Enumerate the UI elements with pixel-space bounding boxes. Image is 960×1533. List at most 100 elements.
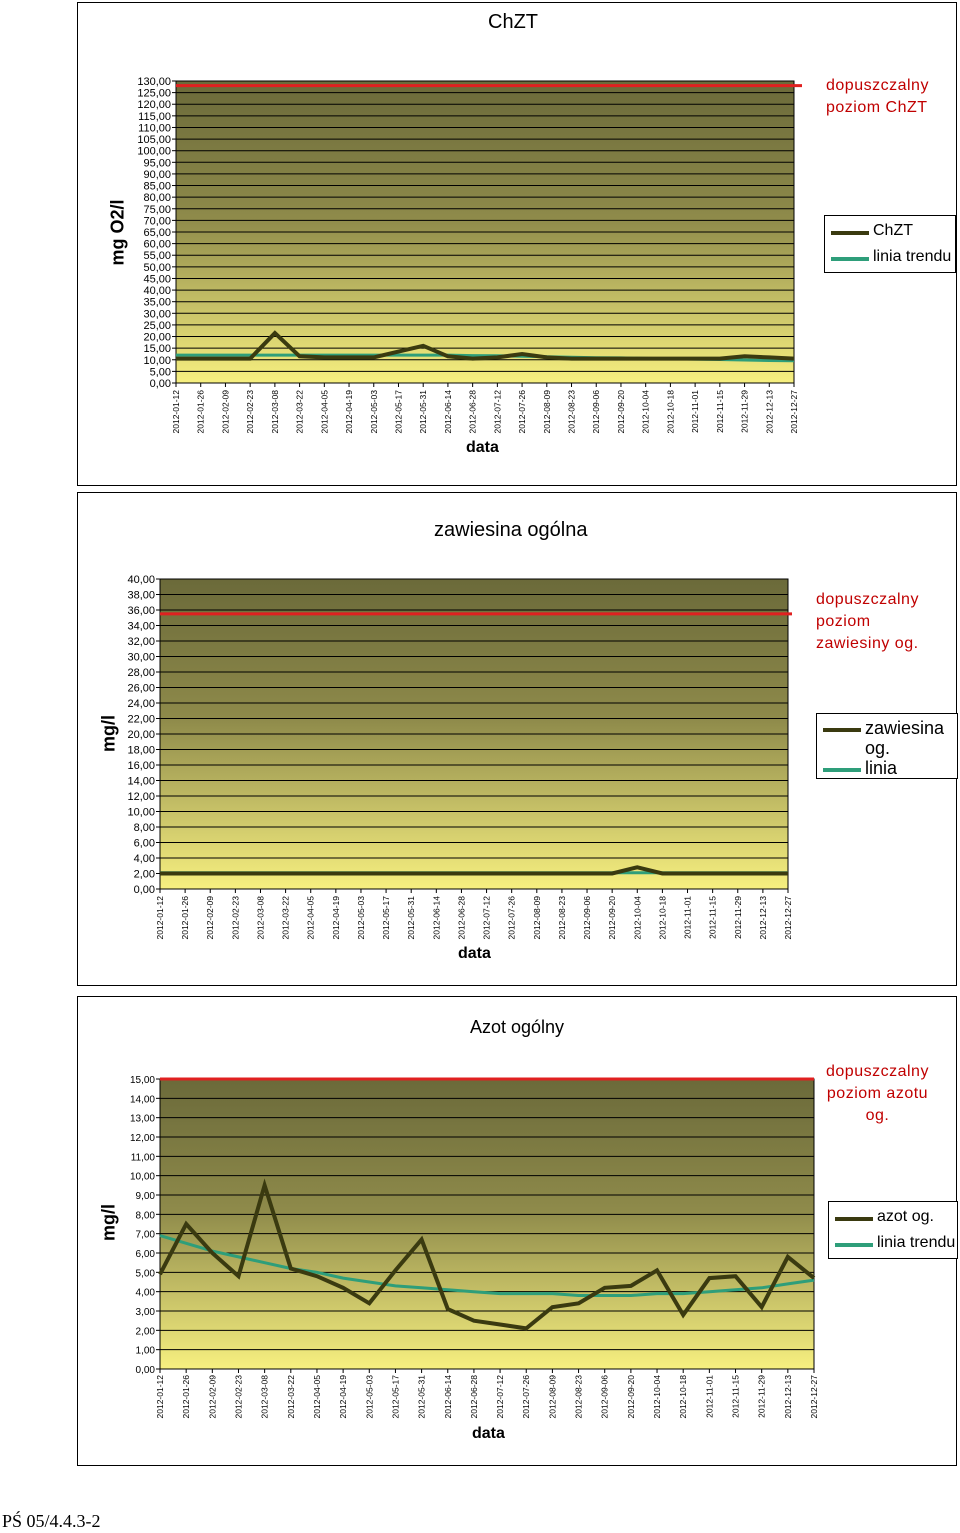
x-tick-label: 2012-03-22 bbox=[286, 1375, 296, 1419]
x-tick-label: 2012-06-14 bbox=[443, 390, 453, 434]
x-tick-label: 2012-03-08 bbox=[270, 390, 280, 434]
chart-plot: 0,005,0010,0015,0020,0025,0030,0035,0040… bbox=[137, 76, 802, 434]
y-tick-label: 15,00 bbox=[130, 1075, 155, 1086]
y-tick-label: 95,00 bbox=[143, 157, 171, 169]
x-tick-label: 2012-12-13 bbox=[783, 1375, 793, 1419]
y-tick-label: 0,00 bbox=[150, 378, 171, 390]
x-tick-label: 2012-03-08 bbox=[260, 1375, 270, 1419]
y-tick-label: 50,00 bbox=[143, 262, 171, 274]
limit-label: dopuszczalny poziom zawiesiny og. bbox=[816, 591, 919, 652]
x-tick-label: 2012-07-26 bbox=[521, 1375, 531, 1419]
chart-plot: 0,00 1,00 2,00 3,00 4,00 5,00 6,00 7,00 8,00 9,00… bbox=[130, 1075, 819, 1419]
x-tick-label: 2012-05-17 bbox=[390, 1375, 400, 1419]
x-tick-label: 2012-11-15 bbox=[708, 896, 718, 939]
series-line bbox=[176, 330, 795, 361]
x-tick-label: 2012-08-23 bbox=[567, 390, 577, 434]
y-tick-label: 10,00 bbox=[127, 807, 155, 819]
y-tick-label: 3,00 bbox=[136, 1307, 156, 1318]
x-tick-label: 2012-09-20 bbox=[607, 896, 617, 940]
y-tick-label: 18,00 bbox=[127, 745, 155, 757]
y-tick-label: 80,00 bbox=[143, 192, 171, 204]
x-tick-label: 2012-08-23 bbox=[574, 1375, 584, 1419]
y-tick-label: 2,00 bbox=[136, 1326, 156, 1337]
y-tick-label: 120,00 bbox=[137, 99, 171, 111]
x-tick-label: 2012-02-09 bbox=[220, 390, 230, 434]
series-line bbox=[158, 1178, 816, 1331]
x-tick-label: 2012-07-26 bbox=[507, 896, 517, 940]
y-tick-label: 4,00 bbox=[134, 853, 155, 865]
x-tick-label: 2012-06-14 bbox=[443, 1375, 453, 1419]
y-tick-label: 13,00 bbox=[130, 1114, 155, 1125]
y-tick-label: 0,00 bbox=[134, 884, 155, 896]
legend-swatch bbox=[823, 768, 861, 772]
x-tick-label: 2012-09-06 bbox=[600, 1375, 610, 1419]
chart-title: ChZT bbox=[488, 11, 538, 33]
legend-swatch bbox=[823, 728, 861, 732]
y-tick-label: 7,00 bbox=[136, 1230, 156, 1241]
x-axis-label: data bbox=[458, 945, 491, 962]
y-tick-label: 12,00 bbox=[127, 791, 155, 803]
y-tick-label: 24,00 bbox=[127, 698, 155, 710]
y-tick-label: 20,00 bbox=[127, 729, 155, 741]
y-tick-label: 6,00 bbox=[134, 838, 155, 850]
legend-swatch bbox=[835, 1217, 873, 1221]
x-tick-label: 2012-01-26 bbox=[196, 390, 206, 434]
x-tick-label: 2012-08-09 bbox=[532, 896, 542, 940]
x-tick-label: 2012-07-12 bbox=[482, 896, 492, 940]
x-tick-label: 2012-04-05 bbox=[306, 896, 316, 940]
x-tick-label: 2012-01-12 bbox=[155, 1375, 165, 1419]
x-tick-label: 2012-01-12 bbox=[155, 896, 165, 940]
x-tick-label: 2012-05-03 bbox=[369, 390, 379, 434]
x-tick-label: 2012-02-09 bbox=[207, 1375, 217, 1419]
x-tick-label: 2012-02-09 bbox=[205, 896, 215, 940]
limit-label: dopuszczalny poziom ChZT bbox=[826, 77, 929, 116]
y-tick-label: 85,00 bbox=[143, 181, 171, 193]
y-tick-label: 5,00 bbox=[136, 1268, 156, 1279]
y-tick-label: 100,00 bbox=[137, 146, 171, 158]
document-code: PŚ 05/4.4.3-2 bbox=[2, 1511, 101, 1531]
x-tick-label: 2012-10-18 bbox=[678, 1375, 688, 1419]
y-tick-label: 70,00 bbox=[143, 215, 171, 227]
y-tick-label: 8,00 bbox=[136, 1210, 156, 1221]
x-tick-label: 2012-10-18 bbox=[665, 390, 675, 434]
x-tick-label: 2012-12-13 bbox=[764, 390, 774, 434]
y-tick-label: 2,00 bbox=[134, 869, 155, 881]
x-tick-label: 2012-07-12 bbox=[495, 1375, 505, 1419]
y-tick-label: 65,00 bbox=[143, 227, 171, 239]
x-tick-label: 2012-05-03 bbox=[356, 896, 366, 940]
x-tick-label: 2012-10-04 bbox=[641, 390, 651, 434]
legend-swatch bbox=[831, 257, 869, 261]
y-tick-label: 20,00 bbox=[143, 332, 171, 344]
chart-plot: 0,00 2,00 4,00 6,00 8,00 10,00 12,00 14,00 16,00… bbox=[127, 574, 793, 940]
x-tick-label: 2012-04-19 bbox=[338, 1375, 348, 1419]
x-tick-label: 2012-12-27 bbox=[783, 896, 793, 940]
x-tick-label: 2012-03-08 bbox=[255, 896, 265, 940]
y-tick-label: 5,00 bbox=[150, 366, 171, 378]
y-tick-label: 11,00 bbox=[131, 1152, 156, 1163]
y-tick-label: 10,00 bbox=[143, 355, 171, 367]
x-tick-label: 2012-05-17 bbox=[381, 896, 391, 940]
y-tick-label: 28,00 bbox=[127, 667, 155, 679]
x-tick-label: 2012-11-01 bbox=[683, 896, 693, 939]
x-tick-label: 2012-03-22 bbox=[295, 390, 305, 434]
x-tick-label: 2012-06-28 bbox=[468, 390, 478, 434]
trend-line bbox=[159, 1234, 815, 1297]
x-tick-label: 2012-02-23 bbox=[230, 896, 240, 940]
x-tick-label: 2012-04-05 bbox=[319, 390, 329, 434]
x-tick-label: 2012-04-19 bbox=[344, 390, 354, 434]
x-tick-label: 2012-11-15 bbox=[715, 390, 725, 433]
series-line bbox=[160, 865, 788, 876]
x-tick-label: 2012-01-12 bbox=[171, 390, 181, 434]
y-tick-label: 0,00 bbox=[136, 1365, 156, 1376]
x-tick-label: 2012-04-05 bbox=[312, 1375, 322, 1419]
x-axis-label: data bbox=[472, 1425, 505, 1442]
y-tick-label: 15,00 bbox=[143, 343, 171, 355]
x-tick-label: 2012-05-31 bbox=[418, 390, 428, 434]
chart-panel-azot: Azot ogólny mg/l data dopuszczalny pozio… bbox=[77, 996, 958, 1466]
x-tick-label: 2012-01-26 bbox=[180, 896, 190, 940]
x-tick-label: 2012-02-23 bbox=[245, 390, 255, 434]
x-tick-label: 2012-08-09 bbox=[547, 1375, 557, 1419]
x-tick-label: 2012-11-01 bbox=[704, 1375, 714, 1418]
x-tick-label: 2012-08-09 bbox=[542, 390, 552, 434]
legend: ChZT linia trendu bbox=[824, 215, 956, 273]
